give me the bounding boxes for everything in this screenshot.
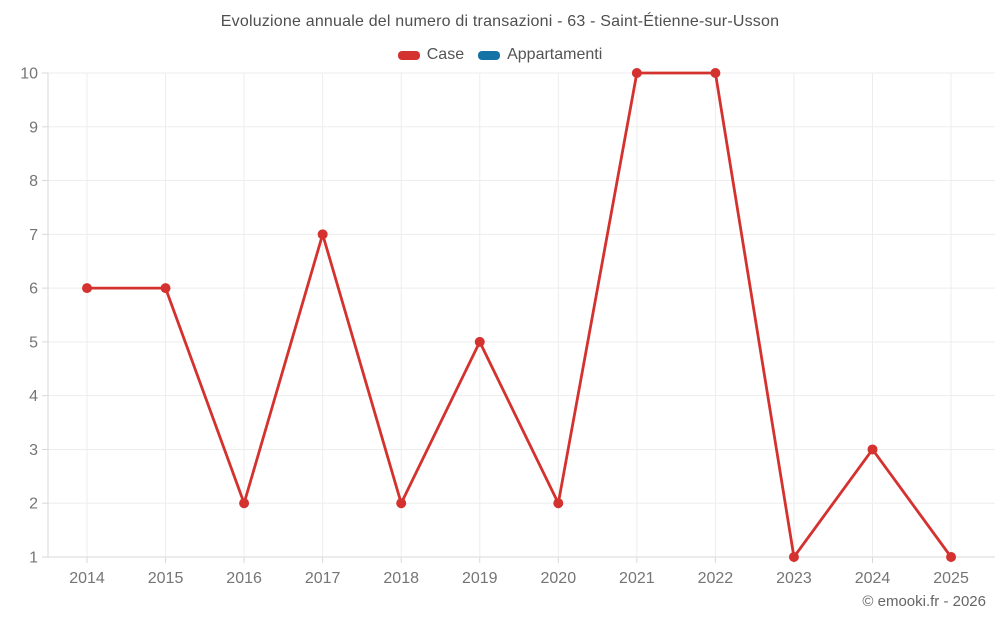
data-point-case-2022 bbox=[710, 68, 721, 78]
x-axis-label: 2020 bbox=[541, 570, 577, 587]
data-point-case-2015 bbox=[160, 283, 171, 294]
x-axis-label: 2018 bbox=[383, 570, 419, 587]
legend-swatch-case bbox=[397, 50, 420, 60]
copyright-text: © emooki.fr - 2026 bbox=[862, 593, 986, 610]
x-axis-label: 2025 bbox=[933, 570, 969, 587]
data-point-case-2017 bbox=[317, 229, 328, 240]
y-axis-label: 7 bbox=[29, 227, 38, 244]
x-axis-label: 2016 bbox=[226, 570, 262, 587]
x-axis-label: 2022 bbox=[698, 570, 734, 587]
chart-legend: Case Appartamenti bbox=[0, 46, 1000, 64]
data-point-case-2020 bbox=[553, 498, 564, 509]
x-axis-label: 2015 bbox=[148, 570, 184, 587]
data-point-case-2019 bbox=[474, 336, 485, 347]
series-line-case bbox=[85, 71, 953, 559]
y-axis-label: 10 bbox=[20, 66, 38, 83]
x-axis-label: 2017 bbox=[305, 570, 341, 587]
y-axis-label: 1 bbox=[29, 550, 38, 567]
legend-item-case[interactable]: Case bbox=[397, 46, 465, 64]
data-point-case-2024 bbox=[867, 444, 878, 455]
data-point-case-2016 bbox=[239, 498, 250, 509]
y-axis-label: 8 bbox=[29, 173, 38, 190]
legend-label: Appartamenti bbox=[507, 46, 603, 63]
y-axis-label: 4 bbox=[29, 388, 38, 405]
legend-label: Case bbox=[426, 46, 465, 63]
data-point-case-2021 bbox=[631, 68, 642, 78]
x-axis-label: 2014 bbox=[69, 570, 105, 587]
legend-item-appartamenti[interactable]: Appartamenti bbox=[478, 46, 602, 64]
chart-title: Evoluzione annuale del numero di transaz… bbox=[220, 13, 780, 30]
data-point-case-2025 bbox=[946, 552, 957, 562]
x-axis-label: 2021 bbox=[619, 570, 655, 587]
y-axis-label: 6 bbox=[29, 281, 38, 298]
data-point-case-2018 bbox=[396, 498, 407, 509]
y-axis-label: 2 bbox=[29, 496, 38, 513]
x-axis-label: 2019 bbox=[462, 570, 498, 587]
x-axis-label: 2024 bbox=[855, 570, 891, 587]
y-axis-label: 3 bbox=[29, 442, 38, 459]
data-point-case-2014 bbox=[82, 283, 92, 294]
x-axis-label: 2023 bbox=[776, 570, 812, 587]
data-point-case-2023 bbox=[788, 552, 799, 562]
legend-swatch-appartamenti bbox=[478, 50, 501, 60]
y-axis-label: 5 bbox=[29, 334, 38, 351]
y-axis-label: 9 bbox=[29, 119, 38, 136]
